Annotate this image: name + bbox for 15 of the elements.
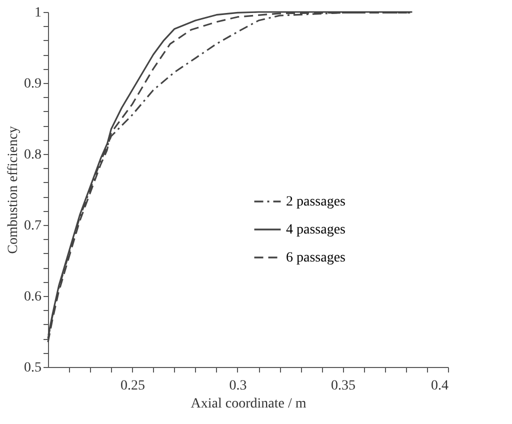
- y-tick-label: 1: [34, 6, 42, 20]
- y-axis-title: Combustion efficiency: [6, 126, 21, 254]
- y-tick-label: 0.7: [24, 218, 42, 234]
- x-tick-label: 0.4: [431, 378, 448, 394]
- x-tick-label: 0.3: [229, 378, 247, 394]
- x-tick-label: 0.25: [120, 378, 145, 394]
- legend-label: 4 passages: [286, 222, 346, 238]
- y-tick-label: 0.5: [24, 360, 42, 376]
- y-tick-label: 0.6: [24, 290, 42, 304]
- x-tick-label: 0.35: [330, 378, 356, 394]
- y-tick-label: 0.9: [24, 76, 42, 92]
- y-tick-label: 0.8: [24, 148, 42, 162]
- legend-label: 2 passages: [286, 194, 346, 210]
- legend-label: 6 passages: [286, 250, 346, 266]
- x-axis-title: Axial coordinate / m: [190, 396, 306, 412]
